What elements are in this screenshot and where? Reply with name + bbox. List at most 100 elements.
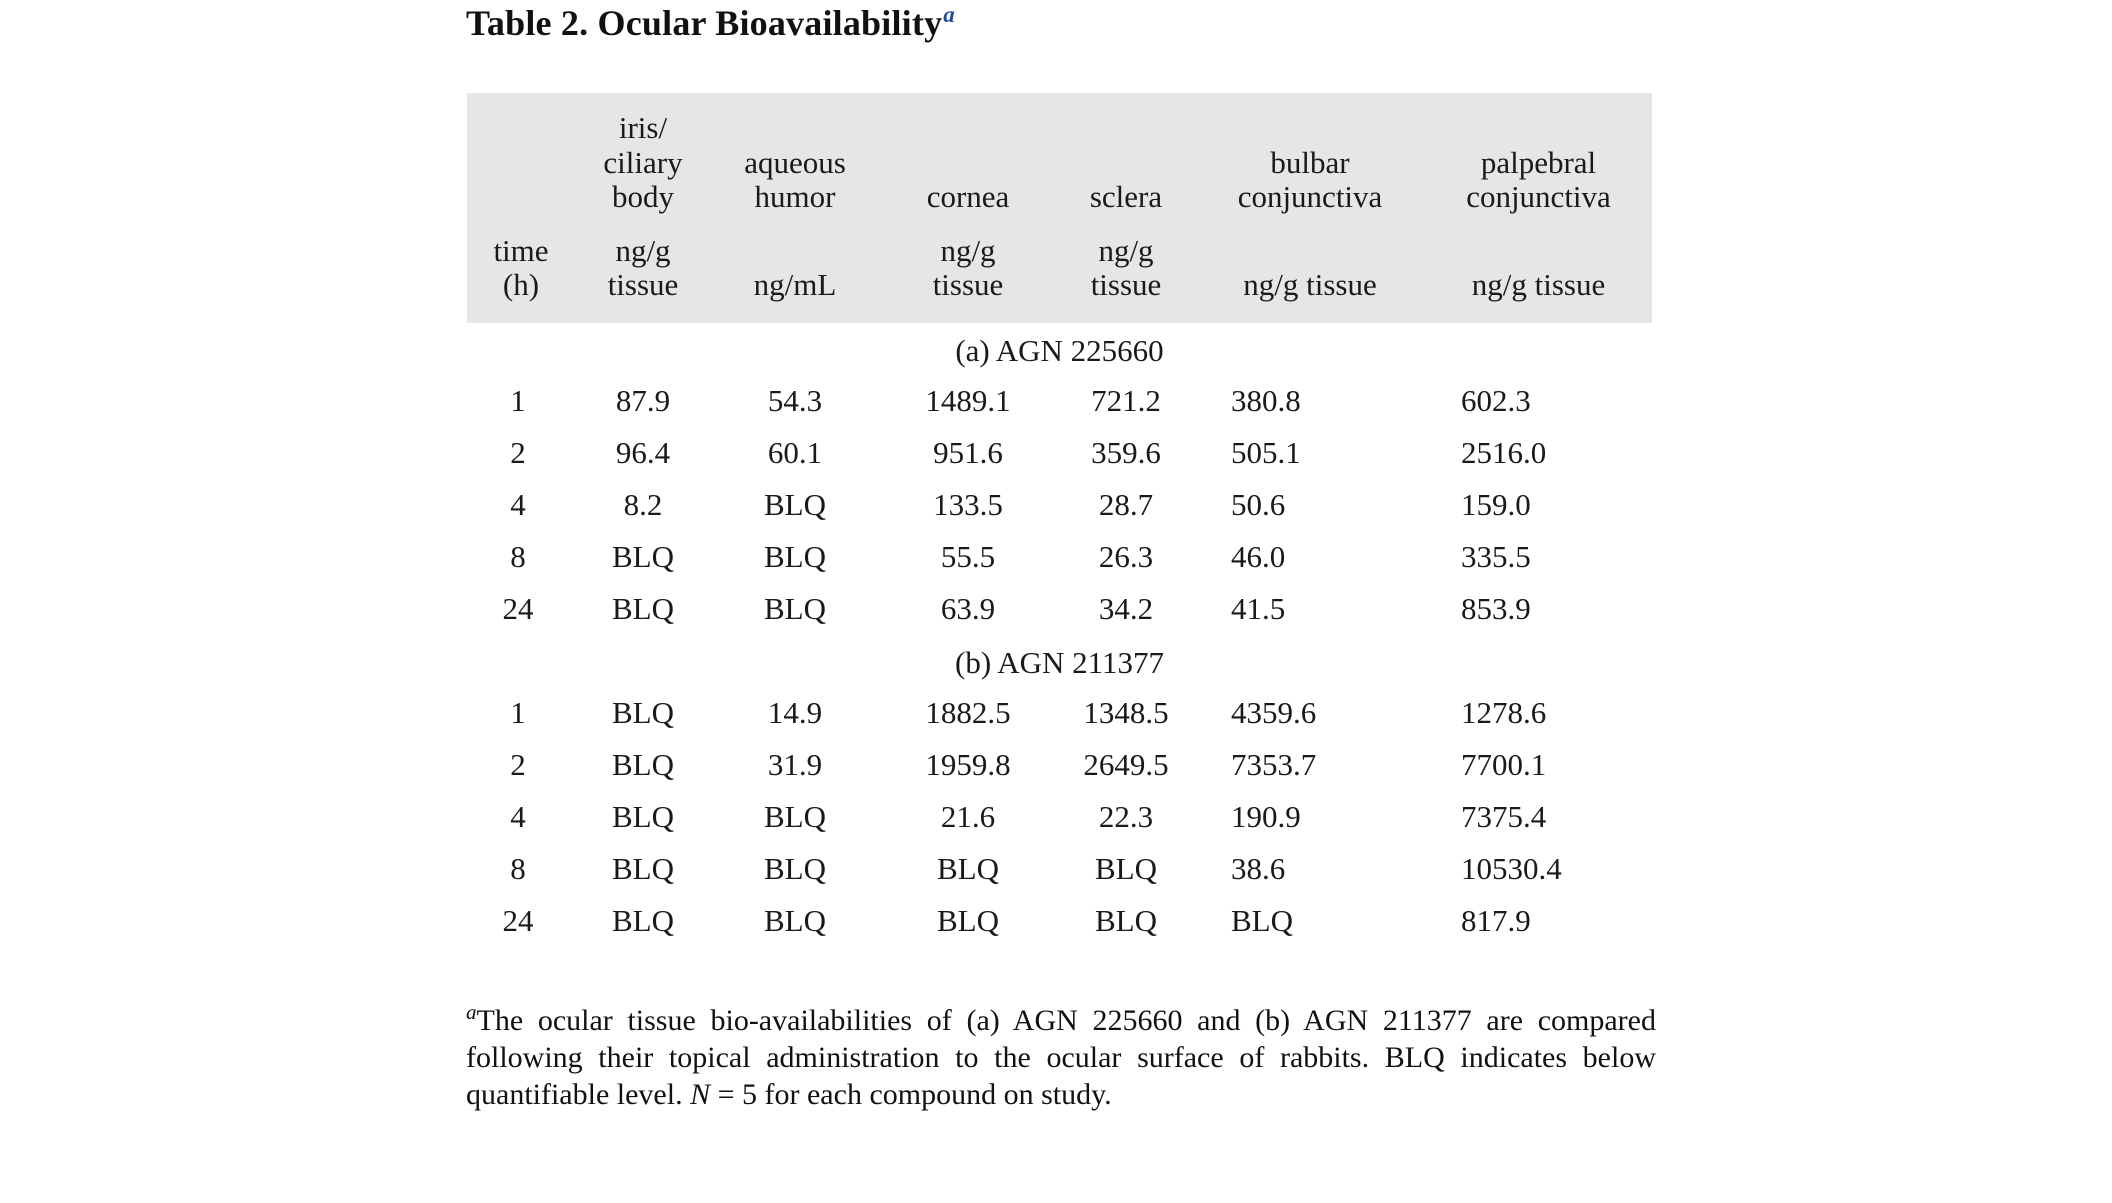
header-line: humor (754, 179, 836, 215)
header-line: sclera (1089, 179, 1163, 215)
column-unit-time: time (h) (467, 215, 575, 323)
cell-palpebral-conjunctiva: 335.5 (1461, 539, 1531, 574)
cell-palpebral-conjunctiva: 7700.1 (1461, 747, 1547, 782)
column-unit-aqueous-humor: ng/mL (711, 215, 879, 323)
section-label: (a) AGN 225660 (467, 323, 1652, 375)
cell-aqueous-humor: BLQ (764, 851, 826, 886)
table-row: 4 8.2 BLQ 133.5 28.7 50.6 159.0 (467, 479, 1652, 531)
table-row: 4 BLQ BLQ 21.6 22.3 190.9 7375.4 (467, 791, 1652, 843)
table-header-units-row: time (h) ng/g tissue ng/mL ng/g tissue (467, 215, 1652, 323)
cell-aqueous-humor: 60.1 (767, 435, 823, 470)
cell-iris-ciliary-body: BLQ (612, 903, 674, 938)
table-row: 2 96.4 60.1 951.6 359.6 505.1 2516.0 (467, 427, 1652, 479)
cell-iris-ciliary-body: BLQ (612, 799, 674, 834)
header-line: ng/g tissue (1243, 267, 1377, 303)
cell-iris-ciliary-body: 96.4 (615, 435, 671, 470)
cell-palpebral-conjunctiva: 1278.6 (1461, 695, 1547, 730)
header-line: ng/mL (753, 267, 837, 303)
cell-palpebral-conjunctiva: 159.0 (1461, 487, 1531, 522)
cell-bulbar-conjunctiva: 505.1 (1231, 435, 1301, 470)
section-header-row: (b) AGN 211377 (467, 635, 1652, 687)
column-header-cornea: cornea (879, 93, 1057, 215)
column-header-sclera: sclera (1057, 93, 1195, 215)
cell-bulbar-conjunctiva: 38.6 (1231, 851, 1286, 886)
table-body: (a) AGN 225660 1 87.9 54.3 1489.1 721.2 … (467, 323, 1652, 947)
cell-sclera: 2649.5 (1083, 747, 1169, 782)
column-unit-palpebral-conjunctiva: ng/g tissue (1425, 215, 1652, 323)
cell-time: 24 (502, 903, 534, 938)
footnote-text-part1: The ocular tissue bio-availabilities of … (466, 1004, 1656, 1111)
cell-bulbar-conjunctiva: 7353.7 (1231, 747, 1317, 782)
cell-aqueous-humor: BLQ (764, 903, 826, 938)
cell-aqueous-humor: 31.9 (767, 747, 823, 782)
cell-aqueous-humor: BLQ (764, 539, 826, 574)
column-unit-sclera: ng/g tissue (1057, 215, 1195, 323)
cell-palpebral-conjunctiva: 817.9 (1461, 903, 1531, 938)
cell-time: 2 (510, 747, 526, 782)
cell-aqueous-humor: BLQ (764, 487, 826, 522)
cell-iris-ciliary-body: BLQ (612, 591, 674, 626)
table-header: iris/ ciliary body aqueous humor cornea … (467, 93, 1652, 323)
footnote-text-part2: = 5 for each compound on study. (710, 1077, 1112, 1111)
cell-sclera: 28.7 (1098, 487, 1154, 522)
cell-palpebral-conjunctiva: 7375.4 (1461, 799, 1547, 834)
column-unit-bulbar-conjunctiva: ng/g tissue (1195, 215, 1425, 323)
cell-aqueous-humor: BLQ (764, 799, 826, 834)
header-line: ng/g (1098, 232, 1154, 268)
column-header-bulbar-conjunctiva: bulbar conjunctiva (1195, 93, 1425, 215)
header-line: conjunctiva (1466, 179, 1611, 215)
cell-iris-ciliary-body: BLQ (612, 539, 674, 574)
header-line: ciliary (603, 144, 683, 180)
cell-time: 8 (510, 851, 526, 886)
cell-time: 1 (510, 383, 526, 418)
cell-bulbar-conjunctiva: 46.0 (1231, 539, 1286, 574)
cell-cornea: BLQ (937, 851, 999, 886)
cell-bulbar-conjunctiva: 190.9 (1231, 799, 1301, 834)
cell-aqueous-humor: BLQ (764, 591, 826, 626)
header-line: conjunctiva (1237, 179, 1383, 215)
cell-iris-ciliary-body: 8.2 (623, 487, 663, 522)
cell-iris-ciliary-body: BLQ (612, 747, 674, 782)
cell-cornea: 1882.5 (925, 695, 1011, 730)
header-line: tissue (1090, 267, 1162, 303)
table-row: 1 BLQ 14.9 1882.5 1348.5 4359.6 1278.6 (467, 687, 1652, 739)
header-line: aqueous (744, 144, 846, 180)
cell-cornea: 21.6 (940, 799, 996, 834)
footnote-italic-n: N (690, 1077, 711, 1111)
cell-palpebral-conjunctiva: 2516.0 (1461, 435, 1547, 470)
cell-sclera: BLQ (1095, 903, 1157, 938)
table-row: 1 87.9 54.3 1489.1 721.2 380.8 602.3 (467, 375, 1652, 427)
cell-sclera: 34.2 (1098, 591, 1154, 626)
cell-time: 8 (510, 539, 526, 574)
cell-bulbar-conjunctiva: BLQ (1231, 903, 1293, 938)
cell-cornea: 133.5 (933, 487, 1003, 522)
ocular-bioavailability-table: iris/ ciliary body aqueous humor cornea … (467, 93, 1652, 947)
table-row: 24 BLQ BLQ 63.9 34.2 41.5 853.9 (467, 583, 1652, 635)
cell-iris-ciliary-body: 87.9 (615, 383, 671, 418)
cell-sclera: 26.3 (1098, 539, 1154, 574)
cell-bulbar-conjunctiva: 41.5 (1231, 591, 1286, 626)
table-row: 8 BLQ BLQ BLQ BLQ 38.6 10530.4 (467, 843, 1652, 895)
column-header-iris-ciliary-body: iris/ ciliary body (575, 93, 711, 215)
cell-bulbar-conjunctiva: 4359.6 (1231, 695, 1317, 730)
header-line: time (493, 232, 549, 268)
cell-time: 1 (510, 695, 526, 730)
ocular-bioavailability-table-wrapper: iris/ ciliary body aqueous humor cornea … (467, 93, 1652, 947)
table-header-names-row: iris/ ciliary body aqueous humor cornea … (467, 93, 1652, 215)
header-line: ng/g (940, 232, 996, 268)
table-row: 24 BLQ BLQ BLQ BLQ BLQ 817.9 (467, 895, 1652, 947)
header-line: bulbar (1270, 144, 1350, 180)
header-line: ng/g tissue (1471, 267, 1606, 303)
cell-sclera: BLQ (1095, 851, 1157, 886)
header-line: cornea (926, 179, 1010, 215)
cell-sclera: 721.2 (1091, 383, 1161, 418)
column-header-palpebral-conjunctiva: palpebral conjunctiva (1425, 93, 1652, 215)
cell-palpebral-conjunctiva: 853.9 (1461, 591, 1531, 626)
header-line: iris/ (618, 109, 668, 145)
title-footnote-marker: a (943, 2, 955, 27)
header-line: tissue (932, 267, 1004, 303)
cell-time: 4 (510, 799, 526, 834)
header-line: (h) (502, 267, 540, 303)
cell-palpebral-conjunctiva: 10530.4 (1461, 851, 1562, 886)
